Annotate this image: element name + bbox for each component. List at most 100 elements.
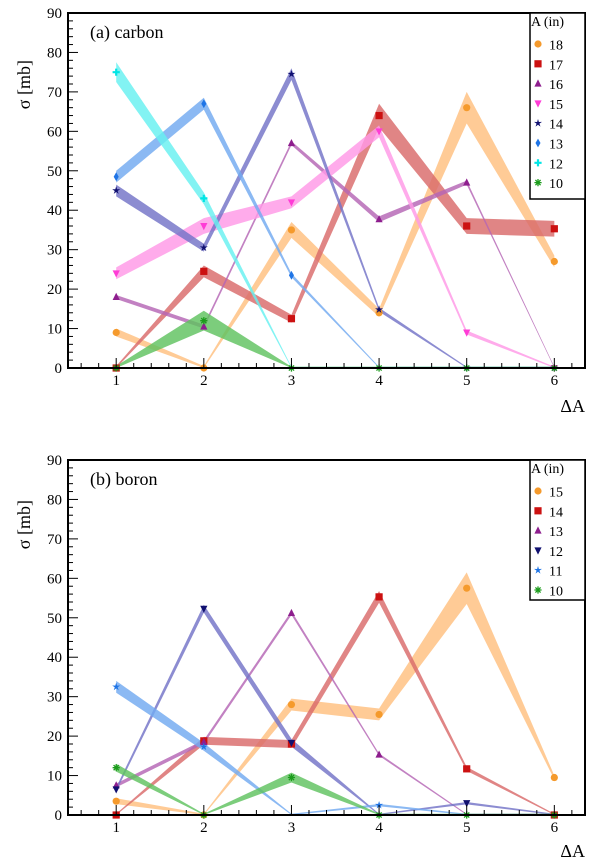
- y-tick-label: 40: [47, 203, 62, 219]
- legend-entry-14: 14: [549, 505, 563, 520]
- data-point-16-4: [375, 215, 383, 223]
- data-point-13-4: [375, 750, 383, 758]
- series-band-10: [116, 763, 555, 815]
- data-point-12-3: [287, 739, 296, 748]
- x-axis-label: ΔA: [560, 841, 585, 861]
- legend-entry-12: 12: [549, 157, 563, 172]
- legend-entry-14: 14: [549, 118, 563, 133]
- y-tick-label: 60: [47, 571, 62, 587]
- x-tick-label: 5: [463, 820, 471, 836]
- data-point-16-5: [463, 178, 471, 186]
- legend: A (in) 15 14 13 12 11 10: [529, 459, 586, 601]
- y-axis: 0 10 20 30 40 50 60 70 80 90: [47, 453, 78, 824]
- data-point-18-4: [375, 309, 383, 317]
- data-point-12-1: [112, 786, 120, 794]
- data-point-14-5: [463, 765, 471, 773]
- plot-frame: [67, 459, 586, 816]
- data-point-18-1: [112, 328, 120, 337]
- y-tick-label: 20: [47, 282, 62, 298]
- data-point-15-2: [200, 223, 208, 231]
- data-point-15-1: [112, 270, 120, 278]
- y-tick-label: 30: [47, 690, 62, 706]
- y-axis-label: σ [mb]: [14, 500, 34, 549]
- x-tick-label: 6: [551, 373, 559, 389]
- x-tick-label: 1: [112, 820, 120, 836]
- y-tick-label: 0: [55, 361, 63, 377]
- data-point-13-1: [113, 172, 119, 182]
- data-point-13-3: [288, 270, 294, 280]
- legend-entry-18: 18: [549, 39, 563, 54]
- legend-entry-15: 15: [549, 486, 563, 501]
- data-point-14-1: [112, 186, 121, 194]
- y-tick-label: 90: [47, 453, 62, 469]
- legend-entry-17: 17: [549, 58, 563, 73]
- data-point-12-2: [200, 194, 208, 202]
- x-tick-label: 4: [375, 820, 383, 836]
- data-point-10-1: [112, 764, 120, 772]
- legend-title: A (in): [531, 15, 564, 30]
- data-point-14-4: [375, 305, 384, 314]
- data-point-15-3: [287, 199, 296, 207]
- plot-frame: [67, 12, 586, 369]
- x-tick-label: 3: [288, 820, 296, 836]
- y-tick-label: 20: [47, 729, 62, 745]
- legend-marker-13: [534, 526, 542, 534]
- series-band-18: [116, 91, 555, 368]
- legend-marker-14: [534, 119, 542, 127]
- legend-entry-13: 13: [549, 525, 563, 540]
- data-point-15-3: [287, 700, 296, 709]
- data-point-11-2: [199, 742, 208, 751]
- chart-title: (b) boron: [90, 469, 157, 490]
- data-point-18-3: [287, 226, 296, 234]
- data-point-16-1: [112, 292, 120, 300]
- data-point-17-3: [287, 315, 296, 323]
- data-point-15-6: [550, 773, 558, 782]
- y-tick-label: 0: [55, 808, 63, 824]
- data-point-15-4: [375, 710, 383, 719]
- x-tick-label: 6: [551, 820, 559, 836]
- legend-marker-12: [534, 159, 542, 167]
- data-point-14-3: [287, 69, 296, 78]
- data-point-13-2: [201, 99, 207, 109]
- y-tick-label: 50: [47, 611, 62, 627]
- legend-marker-18: [534, 40, 542, 48]
- legend-entry-13: 13: [549, 138, 563, 153]
- legend-marker-14: [534, 507, 542, 515]
- series-band-14: [116, 590, 555, 815]
- legend-marker-13: [535, 138, 541, 148]
- y-tick-label: 80: [47, 492, 62, 508]
- x-axis: 1 2 3 4 5 6: [80, 805, 573, 836]
- data-point-18-5: [463, 104, 471, 112]
- markers: [112, 584, 558, 819]
- data-point-17-5: [463, 222, 471, 230]
- data-point-13-2: [200, 737, 208, 746]
- legend-marker-15: [534, 487, 542, 495]
- y-tick-label: 70: [47, 532, 62, 548]
- bands: [116, 572, 555, 815]
- y-tick-label: 70: [47, 85, 62, 101]
- legend-entry-10: 10: [549, 177, 563, 192]
- y-tick-label: 60: [47, 124, 62, 140]
- y-tick-label: 80: [47, 45, 62, 61]
- bands: [116, 62, 555, 369]
- data-point-11-4: [375, 800, 384, 809]
- x-axis: 1 2 3 4 5 6: [80, 358, 573, 389]
- y-axis: 0 10 20 30 40 50 60 70 80 90: [47, 6, 78, 377]
- data-point-12-1: [112, 68, 120, 76]
- y-tick-label: 90: [47, 6, 62, 22]
- data-point-15-1: [112, 797, 120, 805]
- x-axis-label: ΔA: [560, 396, 585, 416]
- x-tick-label: 2: [200, 373, 208, 389]
- data-point-15-5: [463, 329, 471, 337]
- x-tick-label: 3: [288, 373, 296, 389]
- x-tick-label: 4: [375, 373, 383, 389]
- data-point-16-3: [287, 138, 296, 147]
- data-point-18-6: [550, 257, 558, 266]
- x-tick-label: 1: [112, 373, 120, 389]
- legend-marker-17: [534, 60, 542, 68]
- y-tick-label: 40: [47, 650, 62, 666]
- legend-entry-10: 10: [549, 585, 563, 600]
- data-point-11-1: [112, 682, 121, 691]
- data-point-15-5: [463, 584, 471, 592]
